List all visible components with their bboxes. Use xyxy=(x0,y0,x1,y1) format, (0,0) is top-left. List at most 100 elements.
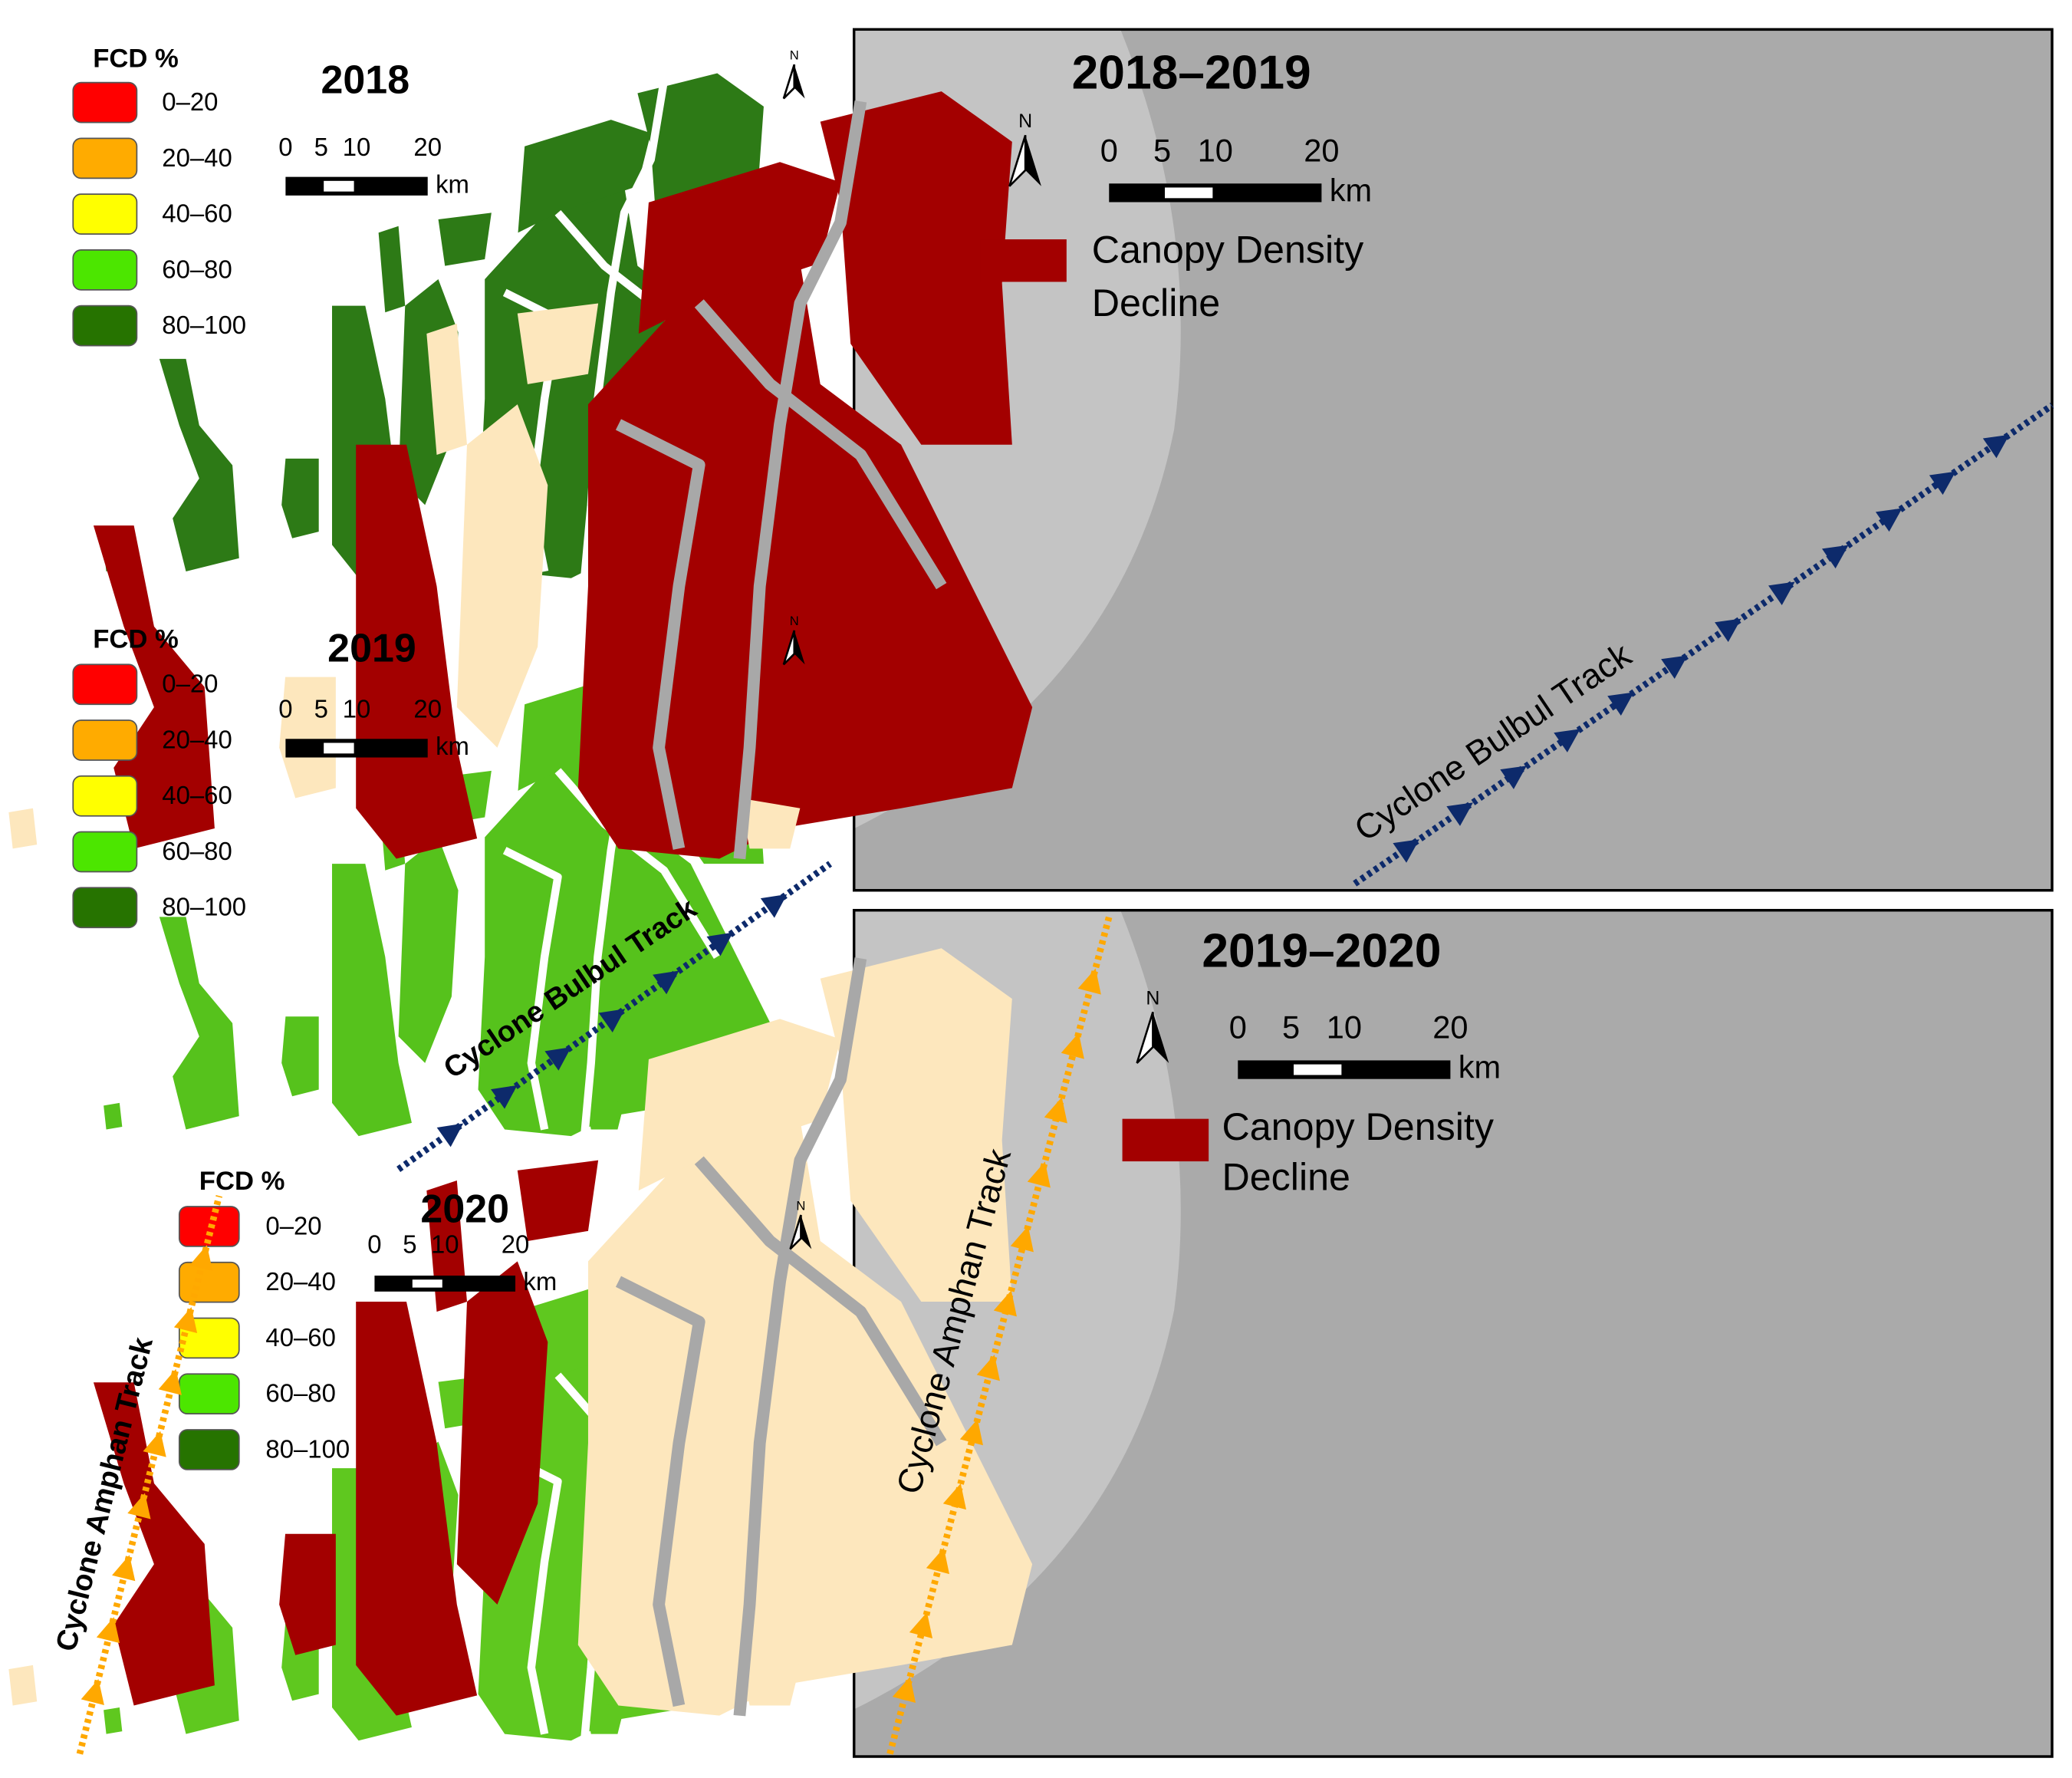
river xyxy=(733,957,867,1717)
island xyxy=(438,212,492,266)
scale-unit: km xyxy=(523,1267,557,1296)
scale-unit: km xyxy=(436,170,469,198)
north-arrow xyxy=(782,64,796,100)
scale-label: 0 xyxy=(1100,132,1118,168)
track-marker xyxy=(706,932,733,956)
legend-swatch xyxy=(72,193,138,235)
legend-swatch xyxy=(72,831,138,873)
track-marker xyxy=(1077,968,1101,995)
scale-label: 5 xyxy=(1282,1009,1300,1045)
panel-title: 2018–2019 xyxy=(1072,46,1311,99)
legend-title: FCD % xyxy=(93,624,179,654)
island xyxy=(577,1120,1033,1716)
island xyxy=(426,323,467,455)
track-marker xyxy=(653,970,679,995)
track-marker xyxy=(143,1431,166,1457)
track-marker xyxy=(959,1419,983,1446)
scale-label: 10 xyxy=(1198,132,1233,168)
scale-unit: km xyxy=(436,732,469,760)
scale-label: 5 xyxy=(314,695,328,723)
scale-label: 10 xyxy=(343,695,371,723)
island xyxy=(518,120,651,233)
scale-bar-segment xyxy=(1294,1064,1342,1075)
scale-bar xyxy=(374,1276,516,1292)
track-marker xyxy=(892,1676,916,1703)
island xyxy=(8,1664,38,1706)
legend-label: Canopy Density xyxy=(1222,1105,1494,1148)
legend-label: 60–80 xyxy=(265,1379,335,1408)
river xyxy=(694,299,947,590)
island xyxy=(517,303,599,384)
scale-label: 20 xyxy=(1432,1009,1468,1045)
island xyxy=(279,1533,336,1655)
legend-label: 0–20 xyxy=(265,1211,321,1240)
scale-label: 5 xyxy=(314,133,328,161)
island xyxy=(104,1707,123,1734)
island xyxy=(159,917,239,1130)
legend-label: 40–60 xyxy=(162,781,232,809)
scale-bar-segment xyxy=(324,742,354,754)
legend-label: 80–100 xyxy=(162,311,246,339)
track-marker xyxy=(993,1290,1017,1317)
island xyxy=(478,744,778,1137)
legend-swatch xyxy=(72,137,138,179)
north-arrow xyxy=(1153,1012,1169,1063)
panel-title: 2020 xyxy=(420,1187,509,1232)
track-marker xyxy=(96,1617,120,1644)
legend-swatch xyxy=(72,719,138,761)
island xyxy=(332,864,412,1137)
legend-swatch xyxy=(72,305,138,347)
island xyxy=(820,91,1012,445)
track-marker xyxy=(598,1009,626,1033)
north-arrow xyxy=(794,64,805,99)
scale-label: 20 xyxy=(413,695,442,723)
legend-swatch xyxy=(1122,1118,1209,1162)
legend-swatch xyxy=(72,887,138,929)
track-marker xyxy=(127,1493,151,1520)
track-marker xyxy=(1661,655,1688,679)
river xyxy=(502,1451,562,1735)
legend-label: 40–60 xyxy=(265,1323,335,1352)
legend-swatch xyxy=(178,1373,240,1415)
cyclone-track xyxy=(76,1195,222,1755)
track-marker xyxy=(1446,802,1473,826)
island xyxy=(356,1301,478,1716)
track-marker xyxy=(491,1085,518,1109)
island xyxy=(456,1261,548,1605)
north-label: N xyxy=(1018,110,1032,132)
track-marker xyxy=(1929,471,1956,496)
scale-label: 0 xyxy=(278,133,292,161)
track-marker xyxy=(1500,766,1527,789)
island xyxy=(104,1102,123,1130)
scale-label: 0 xyxy=(278,695,292,723)
legend-title: FCD % xyxy=(93,44,179,73)
island xyxy=(638,1019,841,1191)
track-marker xyxy=(81,1678,104,1705)
island xyxy=(281,458,319,538)
scale-label: 20 xyxy=(502,1230,530,1259)
track-marker xyxy=(1982,434,2010,459)
island xyxy=(279,677,336,798)
island xyxy=(739,1655,801,1706)
track-marker xyxy=(1768,581,1795,606)
track-marker xyxy=(1607,692,1634,716)
track-marker xyxy=(926,1547,949,1575)
legend-label: Decline xyxy=(1222,1156,1350,1199)
scale-unit: km xyxy=(1459,1049,1501,1085)
track-marker xyxy=(436,1123,464,1147)
island xyxy=(577,262,1033,859)
scale-label: 0 xyxy=(1229,1009,1247,1045)
north-label: N xyxy=(1146,987,1159,1009)
track-marker xyxy=(942,1483,966,1510)
island xyxy=(517,1160,599,1241)
island xyxy=(584,1701,625,1734)
island xyxy=(584,1096,625,1130)
scale-bar xyxy=(285,739,428,758)
legend-swatch xyxy=(980,239,1067,282)
island xyxy=(378,226,406,313)
track-marker xyxy=(173,1306,198,1333)
scale-bar-segment xyxy=(324,180,354,192)
scale-bar-segment xyxy=(1165,187,1213,199)
legend-label: 60–80 xyxy=(162,837,232,865)
track-marker xyxy=(1875,508,1903,532)
